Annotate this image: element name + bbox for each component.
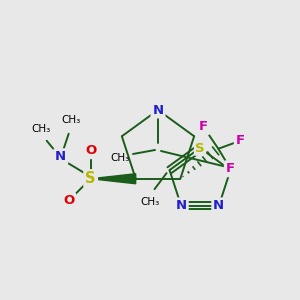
Text: CH₃: CH₃ xyxy=(110,153,130,163)
Text: O: O xyxy=(63,194,74,207)
Text: F: F xyxy=(226,162,235,175)
Text: CH₃: CH₃ xyxy=(140,197,159,207)
Text: N: N xyxy=(152,103,164,116)
Text: F: F xyxy=(236,134,245,147)
Text: S: S xyxy=(85,171,96,186)
Polygon shape xyxy=(91,174,136,184)
Text: F: F xyxy=(199,120,208,133)
Text: CH₃: CH₃ xyxy=(31,124,50,134)
Text: O: O xyxy=(85,144,96,157)
Text: S: S xyxy=(195,142,205,154)
Text: N: N xyxy=(55,150,66,163)
Text: N: N xyxy=(213,200,224,212)
Text: CH₃: CH₃ xyxy=(61,115,80,125)
Text: N: N xyxy=(176,200,187,212)
